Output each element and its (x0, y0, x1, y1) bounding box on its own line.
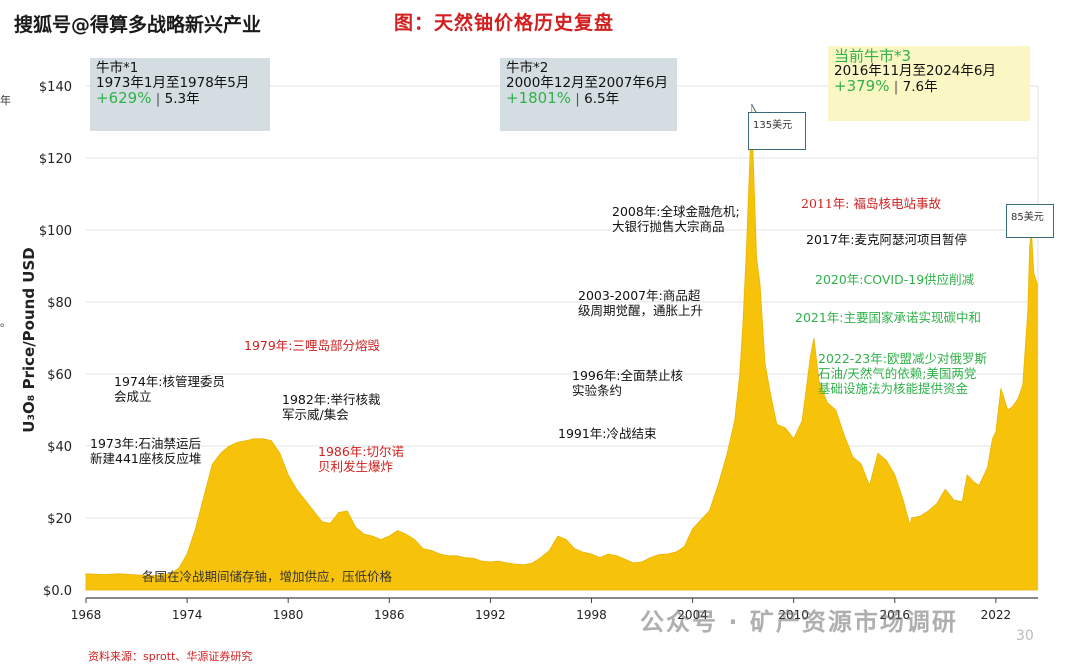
annotation-1982: 1982年:举行核裁 军示威/集会 (282, 392, 381, 422)
annotation-1973-line-1: 1973年:石油禁运后 (90, 436, 202, 451)
annotation-1982-line-1: 1982年:举行核裁 (282, 392, 381, 407)
bull-market-2-period: 2000年12月至2007年6月 (506, 75, 668, 91)
x-tick-label-1992: 1992 (475, 608, 506, 622)
x-tick-label-2010: 2010 (778, 608, 809, 622)
bull-market-1-period: 1973年1月至1978年5月 (96, 75, 250, 91)
side-mark-2: 。 (0, 316, 11, 329)
x-tick-label-2016: 2016 (880, 608, 911, 622)
y-axis-label: U₃O₈ Price/Pound USD (20, 247, 38, 432)
annotation-2020: 2020年:COVID-19供应削减 (815, 272, 974, 287)
peak-2007-label: 135美元 (753, 120, 793, 131)
bull-market-2-title: 牛市*2 (506, 60, 549, 76)
y-tick-label-80: $80 (47, 296, 72, 311)
annotation-1982-line-2: 军示威/集会 (282, 407, 349, 422)
bull-market-1-separator: | (155, 91, 161, 107)
bull-market-3-box: 当前牛市*3 2016年11月至2024年6月 +379% | 7.6年 (828, 46, 1030, 121)
y-tick-label-140: $140 (39, 80, 72, 95)
bull-market-1-duration: 5.3年 (164, 91, 200, 107)
x-tick-label-2004: 2004 (677, 608, 708, 622)
peak-2007-callout: 135美元 (748, 112, 806, 150)
annotation-cold-war-line-1: 各国在冷战期间储存铀，增加供应，压低价格 (142, 569, 393, 584)
annotation-2011-line-1: 2011年: 福岛核电站事故 (801, 196, 941, 211)
figure-title: 图：天然铀价格历史复盘 (394, 12, 615, 34)
page-number: 30 (1016, 628, 1034, 644)
annotation-1979: 1979年:三哩岛部分熔毁 (244, 338, 380, 353)
y-tick-label-40: $40 (47, 440, 72, 455)
y-tick-label-120: $120 (39, 152, 72, 167)
annotation-1974-line-2: 会成立 (114, 389, 152, 404)
peak-2024-callout: 85美元 (1006, 204, 1054, 238)
y-tick-label-0: $0.0 (43, 584, 72, 599)
annotation-1986-line-1: 1986年:切尔诺 (318, 444, 405, 459)
y-tick-label-60: $60 (47, 368, 72, 383)
source-tag: 搜狐号@得算多战略新兴产业 (14, 14, 262, 36)
annotation-2022: 2022-23年:欧盟减少对俄罗斯 石油/天然气的依赖;美国两党 基础设施法为核… (818, 351, 987, 396)
annotation-2017-line-1: 2017年:麦克阿瑟河项目暂停 (806, 232, 968, 247)
bull-market-2-duration: 6.5年 (584, 91, 620, 107)
annotation-2021: 2021年:主要国家承诺实现碳中和 (795, 310, 981, 325)
bull-market-2-separator: | (575, 91, 580, 107)
annotation-1986: 1986年:切尔诺 贝利发生爆炸 (318, 444, 404, 474)
x-tick-label-1980: 1980 (273, 608, 304, 622)
annotation-cold-war: 各国在冷战期间储存铀，增加供应，压低价格 (142, 569, 392, 584)
bull-market-3-separator: | (893, 79, 899, 95)
bull-market-3-period: 2016年11月至2024年6月 (834, 63, 996, 79)
area-layer (85, 103, 1038, 591)
annotation-2021-line-1: 2021年:主要国家承诺实现碳中和 (795, 310, 982, 325)
annotation-1974-line-1: 1974年:核管理委员 (114, 374, 226, 389)
y-tick-label-100: $100 (39, 224, 72, 239)
data-source: 资料来源：sprott、华源证券研究 (88, 650, 253, 663)
annotation-2008-line-1: 2008年:全球金融危机; (612, 204, 740, 219)
x-tick-label-1998: 1998 (576, 608, 607, 622)
annotation-2020-line-1: 2020年:COVID-19供应削减 (815, 272, 975, 287)
annotation-1979-line-1: 1979年:三哩岛部分熔毁 (244, 338, 381, 353)
annotation-1986-line-2: 贝利发生爆炸 (318, 459, 394, 474)
annotation-2022-line-3: 基础设施法为核能提供资金 (818, 381, 969, 396)
bull-market-2-box: 牛市*2 2000年12月至2007年6月 +1801% | 6.5年 (500, 58, 677, 131)
y-tick-label-20: $20 (47, 512, 72, 527)
annotation-1996-line-2: 实验条约 (572, 383, 623, 398)
bull-market-1-gain: +629% (96, 89, 152, 107)
annotation-2017: 2017年:麦克阿瑟河项目暂停 (806, 232, 967, 247)
annotation-2011: 2011年: 福岛核电站事故 (801, 196, 941, 211)
annotation-2003-line-1: 2003-2007年:商品超 (578, 288, 701, 303)
annotation-1996: 1996年:全面禁止核 实验条约 (572, 368, 683, 398)
bull-market-3-duration: 7.6年 (902, 79, 938, 95)
annotation-2008-line-2: 大银行抛售大宗商品 (612, 219, 725, 234)
axis-layer: $0.0 $20 $40 $60 $80 $100 $120 $140 1968 1974 1980… (39, 80, 1038, 622)
x-tick-label-1986: 1986 (374, 608, 405, 622)
watermark: 公众号 · 矿产资源市场调研 (640, 608, 958, 636)
peak-2024-label: 85美元 (1011, 212, 1044, 223)
annotation-2022-line-1: 2022-23年:欧盟减少对俄罗斯 (818, 351, 987, 366)
annotation-1991: 1991年:冷战结束 (558, 426, 657, 441)
annotation-1996-line-1: 1996年:全面禁止核 (572, 368, 684, 383)
annotation-1974: 1974年:核管理委员 会成立 (114, 374, 225, 404)
x-tick-label-1974: 1974 (172, 608, 203, 622)
annotation-2008: 2008年:全球金融危机; 大银行抛售大宗商品 (612, 204, 740, 234)
bull-market-3-gain: +379% (834, 77, 890, 95)
annotation-2003-line-2: 级周期觉醒，通胀上升 (578, 303, 704, 318)
annotation-2003: 2003-2007年:商品超 级周期觉醒，通胀上升 (578, 288, 703, 318)
bull-market-3-title: 当前牛市*3 (834, 47, 912, 65)
price-area-series (85, 103, 1038, 591)
bull-market-1-title: 牛市*1 (96, 60, 139, 76)
bull-market-2-gain: +1801% (506, 89, 571, 107)
annotation-1973-line-2: 新建441座核反应堆 (90, 451, 202, 466)
annotation-1973: 1973年:石油禁运后 新建441座核反应堆 (90, 436, 201, 466)
bull-market-1-box: 牛市*1 1973年1月至1978年5月 +629% | 5.3年 (90, 58, 270, 131)
annotation-2022-line-2: 石油/天然气的依赖;美国两党 (818, 366, 977, 381)
side-mark-1: 年 (0, 94, 11, 107)
annotation-1991-line-1: 1991年:冷战结束 (558, 426, 657, 441)
x-tick-label-2022: 2022 (981, 608, 1012, 622)
x-tick-label-1968: 1968 (71, 608, 102, 622)
